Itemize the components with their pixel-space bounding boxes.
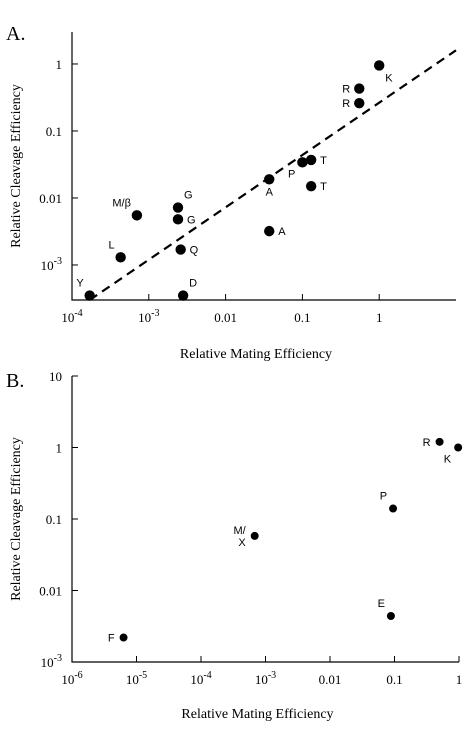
data-point [305,180,317,192]
x-tick-label: 0.1 [294,310,310,325]
panel-label: A. [6,23,25,45]
panel-b: B. 10-6 10-5 10-4 10-3 0.01 0.1 1 10-3 0.01 0.1 1 10… [6,369,462,722]
point-label: G [184,190,193,202]
point-label: K [385,72,393,84]
y-tick-label: 0.01 [39,191,62,206]
y-axis-title: Relative Cleavage Efficiency [9,437,24,601]
axes [71,32,456,301]
point-label: G [187,214,196,226]
panel-a: A. 10-4 10-3 0.01 0.1 1 10-3 0.01 0.1 1 Relative M… [6,23,457,362]
data-point [131,210,143,221]
point-label: K [444,454,452,466]
x-tick-label: 0.1 [386,672,402,687]
x-tick-label: 0.01 [319,672,342,687]
x-tick-label: 10-6 [61,670,82,687]
panel-label: B. [6,370,24,392]
data-point [84,290,95,301]
point-label: Y [76,278,84,290]
data-point [454,443,463,452]
x-tick-label: 10-3 [138,308,159,325]
y-tick-label: 0.1 [46,124,62,139]
point-label: P [380,491,387,503]
y-tick-label: 10 [49,369,62,384]
point-label: A [266,186,274,198]
data-point [264,174,275,185]
y-tick-label: 1 [56,441,63,456]
y-tick-label: 0.01 [39,584,62,599]
point-label: M/X [233,525,246,549]
point-label: R [342,84,350,96]
data-point [305,154,317,166]
x-tick-label: 10-4 [61,308,82,325]
point-label: D [189,278,197,290]
data-point [435,437,444,446]
point-label: P [288,168,295,180]
data-point [389,504,398,513]
regression-line [89,49,457,300]
data-point [115,252,126,263]
point-label: Q [190,245,199,257]
data-point [354,83,365,94]
axes [71,376,459,663]
data-point [177,290,189,301]
y-tick-label: 0.1 [46,512,62,527]
data-point [264,225,275,237]
data-point [354,97,365,109]
point-label: L [109,239,115,251]
point-label: R [342,98,350,110]
data-point [374,60,385,71]
y-tick-label: 1 [56,57,63,72]
x-axis-title: Relative Mating Efficiency [181,707,333,722]
point-label: T [320,181,327,193]
x-tick-label: 10-3 [255,670,276,687]
y-tick-label: 10-3 [41,256,62,273]
point-label: M/β [112,197,131,209]
x-tick-label: 1 [376,310,383,325]
point-label: T [320,155,327,167]
x-tick-label: 10-4 [190,670,211,687]
x-tick-label: 0.01 [214,310,237,325]
point-label: A [278,226,286,238]
data-point [250,531,259,540]
point-label: R [423,437,431,449]
data-point [175,244,186,255]
x-axis-title: Relative Mating Efficiency [180,347,332,362]
x-tick-label: 10-5 [126,670,147,687]
y-axis-title: Relative Cleavage Efficiency [9,84,24,248]
y-tick-label: 10-3 [41,653,62,670]
point-label: F [108,633,115,645]
x-tick-label: 1 [456,672,463,687]
data-point [119,633,128,642]
data-point [172,214,184,225]
point-label: E [378,598,385,610]
data-point [297,157,308,168]
data-point [386,611,395,620]
data-point [172,202,184,213]
